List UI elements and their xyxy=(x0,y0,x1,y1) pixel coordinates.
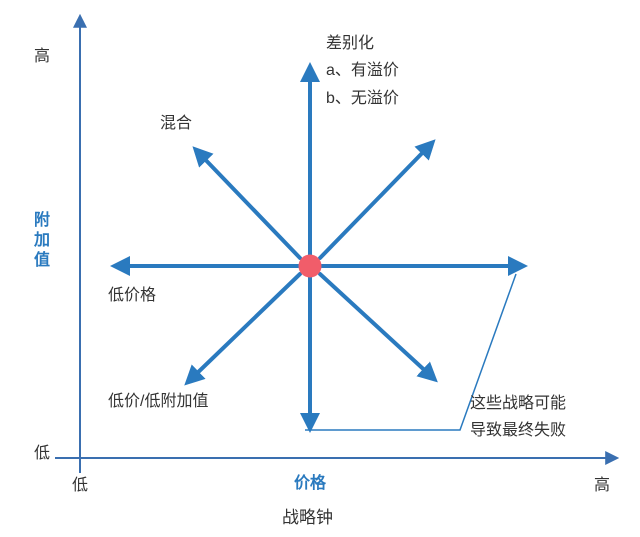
sw-label: 低价/低附加值 xyxy=(108,387,208,411)
north-b-label: b、无溢价 xyxy=(326,84,399,108)
x-axis-label: 价格 xyxy=(294,469,326,493)
north-a-label: a、有溢价 xyxy=(326,56,399,80)
y-axis-high-label: 高 xyxy=(34,42,50,66)
w-label: 低价格 xyxy=(108,281,156,305)
north-title-label: 差别化 xyxy=(326,29,374,53)
center-group xyxy=(299,255,321,277)
spoke-sw xyxy=(190,274,300,380)
callout-line-1: 这些战略可能 xyxy=(470,389,566,413)
spoke-ne xyxy=(320,145,430,258)
spoke-se xyxy=(320,274,432,377)
nw-label: 混合 xyxy=(160,109,192,133)
center-dot xyxy=(299,255,321,277)
x-axis-high-label: 高 xyxy=(594,471,610,495)
diagram-svg xyxy=(0,0,640,537)
spoke-nw xyxy=(198,152,300,258)
callout-line-2: 导致最终失败 xyxy=(470,416,566,440)
y-axis-label-3: 值 xyxy=(34,246,50,270)
title-label: 战略钟 xyxy=(282,503,333,528)
strategy-clock-diagram: 战略钟 价格 低 高 附 加 值 高 低 差别化 a、有溢价 b、无溢价 混合 … xyxy=(0,0,640,537)
x-axis-low-label: 低 xyxy=(72,471,88,495)
y-axis-low-label: 低 xyxy=(34,439,50,463)
